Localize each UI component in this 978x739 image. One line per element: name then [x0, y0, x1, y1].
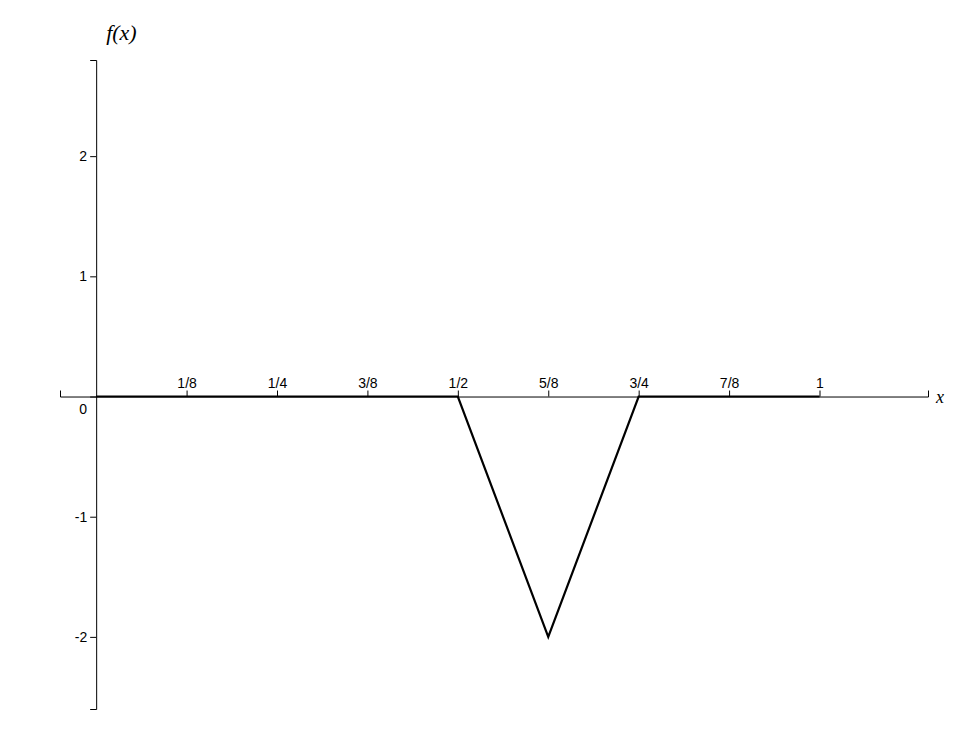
y-tick: 1 — [79, 268, 96, 284]
y-tick-label: -1 — [75, 509, 88, 525]
x-tick-label: 3/8 — [358, 375, 378, 391]
x-tick: 5/8 — [539, 375, 559, 397]
y-tick: -2 — [75, 629, 96, 645]
y-tick-mark — [90, 156, 96, 157]
y-tick-mark — [90, 637, 96, 638]
y-tick-label: 0 — [79, 401, 87, 417]
chart: 1/8 1/4 3/8 1/2 5/8 3/4 7/8 1 -2 -1 0 1 2 f(x) x — [0, 0, 978, 739]
x-tick-label: 7/8 — [720, 375, 740, 391]
y-tick-mark — [90, 276, 96, 277]
x-tick-label: 1 — [816, 375, 824, 391]
x-axis-label: x — [935, 387, 944, 407]
x-tick-mark — [820, 391, 821, 397]
y-tick-mark — [90, 397, 96, 398]
x-tick: 1/2 — [449, 375, 469, 397]
x-tick: 3/4 — [629, 375, 649, 397]
x-tick: 3/8 — [358, 375, 378, 397]
x-tick: 1/4 — [268, 375, 288, 397]
x-axis: 1/8 1/4 3/8 1/2 5/8 3/4 7/8 1 — [61, 375, 929, 398]
x-tick-label: 1/8 — [177, 375, 197, 391]
x-tick-label: 1/2 — [449, 375, 469, 391]
x-tick-mark — [548, 391, 549, 397]
x-tick-label: 1/4 — [268, 375, 288, 391]
y-axis-line — [90, 61, 97, 710]
x-tick: 1/8 — [177, 375, 197, 397]
y-tick: 0 — [79, 397, 96, 417]
y-tick-label: 2 — [79, 148, 87, 164]
x-tick-label: 3/4 — [629, 375, 649, 391]
y-tick: 2 — [79, 148, 96, 164]
x-tick: 7/8 — [720, 375, 740, 397]
y-tick-label: 1 — [79, 268, 87, 284]
y-axis: -2 -1 0 1 2 — [75, 61, 97, 710]
title: f(x) — [106, 20, 137, 45]
plot-area — [96, 397, 819, 637]
x-tick: 1 — [816, 375, 824, 397]
y-tick-mark — [90, 517, 96, 518]
function-line — [96, 397, 819, 637]
y-tick: -1 — [75, 509, 96, 525]
y-tick-label: -2 — [75, 629, 88, 645]
x-tick-label: 5/8 — [539, 375, 559, 391]
